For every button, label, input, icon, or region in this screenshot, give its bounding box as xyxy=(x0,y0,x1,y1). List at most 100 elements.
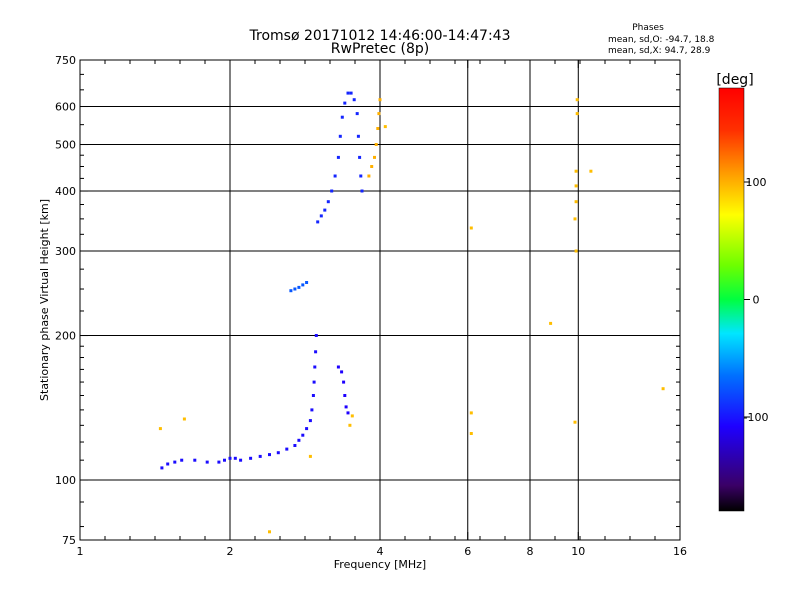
echo-point xyxy=(358,155,362,159)
echo-point xyxy=(308,419,312,423)
x-tick-label: 2 xyxy=(227,545,234,558)
echo-point xyxy=(326,200,330,204)
y-tick-label: 200 xyxy=(55,330,76,343)
echo-point xyxy=(297,285,301,289)
echo-point xyxy=(301,433,305,437)
echo-point xyxy=(573,217,577,221)
echo-point xyxy=(360,189,364,193)
x-axis-ticks: 1 2 4 6 8 10 16 xyxy=(77,60,687,558)
x-tick-label: 10 xyxy=(571,545,585,558)
y-tick-label: 600 xyxy=(55,101,76,114)
echo-point xyxy=(575,112,579,116)
colorbar-ticks: -100 0 100 xyxy=(744,176,769,424)
echo-point xyxy=(258,454,262,458)
chart-title: Tromsø 20171012 14:46:00-14:47:43 xyxy=(249,28,511,44)
echo-point xyxy=(343,394,347,397)
echo-point xyxy=(373,155,376,159)
echo-point xyxy=(193,458,197,462)
echo-point xyxy=(352,98,356,102)
echo-point xyxy=(268,453,271,457)
echo-point xyxy=(316,220,320,224)
stats-line-o: mean, sd,O: -94.7, 18.8 xyxy=(608,35,715,45)
y-tick-label: 750 xyxy=(55,54,76,67)
echo-point xyxy=(305,281,309,284)
echo-point xyxy=(377,112,381,116)
echo-point xyxy=(301,283,305,287)
echo-point xyxy=(333,174,337,178)
echo-point xyxy=(217,460,221,464)
colorbar-tick-label: 0 xyxy=(753,294,760,307)
echo-point xyxy=(340,370,344,374)
colorbar-label: [deg] xyxy=(716,72,753,88)
echo-point xyxy=(367,174,371,178)
echo-point xyxy=(158,427,162,431)
echo-point xyxy=(293,444,297,447)
echo-point xyxy=(305,427,309,431)
x-axis-label: Frequency [MHz] xyxy=(334,558,426,571)
echo-point xyxy=(311,394,315,397)
x-tick-label: 1 xyxy=(77,545,84,558)
echo-point xyxy=(289,289,293,293)
colorbar-tick-label: 100 xyxy=(746,176,767,189)
echo-point xyxy=(350,414,354,418)
x-tick-label: 6 xyxy=(464,545,471,558)
y-tick-label: 100 xyxy=(55,474,76,487)
echo-point xyxy=(336,365,340,369)
echo-point xyxy=(233,456,237,460)
echo-point xyxy=(356,134,360,138)
echo-point xyxy=(308,454,312,458)
echo-point xyxy=(205,460,209,464)
echo-point xyxy=(314,334,318,337)
echo-point xyxy=(276,451,280,455)
echo-point xyxy=(355,112,359,116)
echo-point xyxy=(293,287,297,291)
echo-point xyxy=(359,174,363,178)
echo-point xyxy=(239,458,243,462)
echo-point xyxy=(297,438,301,442)
colorbar-tick-label: -100 xyxy=(744,411,769,424)
y-tick-label: 300 xyxy=(55,245,76,258)
echo-point xyxy=(574,249,578,253)
y-tick-label: 400 xyxy=(55,185,76,198)
echo-point xyxy=(374,143,378,146)
x-tick-label: 4 xyxy=(377,545,384,558)
echo-point xyxy=(469,432,473,435)
echo-point xyxy=(349,91,353,95)
echo-point xyxy=(336,155,340,159)
echo-point xyxy=(342,380,346,384)
echo-point xyxy=(310,408,314,412)
echo-point xyxy=(469,411,473,415)
echo-point xyxy=(348,423,352,427)
echo-point xyxy=(330,189,334,193)
echo-point xyxy=(589,169,593,173)
echo-point xyxy=(574,200,578,204)
echo-point xyxy=(182,417,186,421)
echo-point xyxy=(346,411,350,415)
echo-point xyxy=(549,321,553,325)
echo-point xyxy=(383,125,387,129)
echo-point xyxy=(574,184,578,188)
echo-point xyxy=(173,460,177,464)
echo-point xyxy=(285,447,289,451)
echo-point xyxy=(575,98,579,102)
grid-lines xyxy=(80,60,680,540)
echo-point xyxy=(346,91,350,95)
echo-point xyxy=(249,456,253,460)
echo-point xyxy=(574,169,578,173)
echo-point xyxy=(344,405,348,409)
echo-point xyxy=(312,380,316,384)
colorbar xyxy=(718,87,745,512)
echo-point xyxy=(661,387,665,391)
y-tick-label: 500 xyxy=(55,139,76,152)
chart-subtitle: RwPretec (8p) xyxy=(331,41,429,57)
stats-title: Phases xyxy=(632,23,664,33)
y-axis-label: Stationary phase Virtual Height [km] xyxy=(38,199,51,401)
echo-point xyxy=(180,458,184,462)
x-tick-label: 8 xyxy=(527,545,534,558)
echo-point xyxy=(313,365,317,369)
echo-point xyxy=(160,466,164,470)
echo-point xyxy=(469,226,473,230)
echo-point xyxy=(319,214,323,218)
echo-point xyxy=(378,98,382,102)
